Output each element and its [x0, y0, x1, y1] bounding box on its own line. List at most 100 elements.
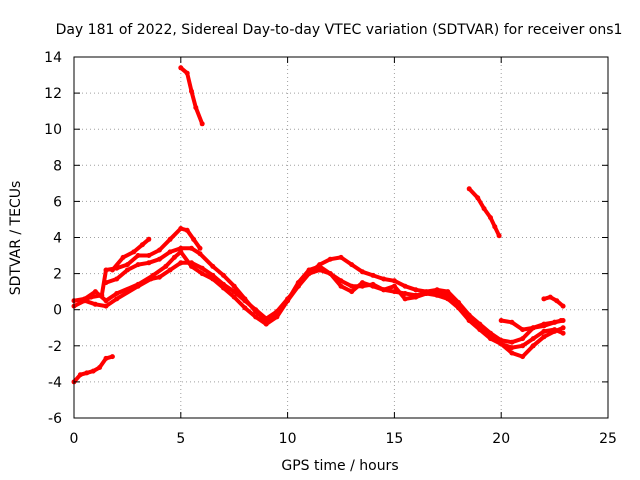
data-point: [178, 65, 184, 71]
series-track-9: [498, 318, 564, 333]
data-point: [481, 206, 487, 212]
data-point: [178, 226, 184, 231]
data-point: [167, 249, 173, 255]
data-point: [253, 314, 259, 320]
data-point: [193, 105, 199, 110]
data-point: [197, 245, 203, 251]
data-point: [381, 276, 387, 282]
data-point: [541, 328, 547, 334]
series-layer: [71, 65, 566, 385]
data-point: [547, 294, 553, 300]
y-tick-label: 12: [44, 86, 62, 102]
y-tick-label: -6: [48, 411, 62, 427]
data-point: [498, 318, 504, 323]
data-point: [498, 337, 504, 343]
data-point: [131, 249, 137, 255]
x-axis-label: GPS time / hours: [281, 458, 398, 474]
data-point: [167, 267, 173, 273]
data-point: [167, 236, 173, 242]
y-tick-label: 4: [53, 231, 62, 247]
data-point: [560, 325, 566, 331]
data-point: [285, 298, 291, 304]
y-tick-label: 2: [53, 267, 62, 283]
data-point: [520, 336, 526, 342]
data-point: [338, 254, 344, 260]
data-point: [488, 215, 493, 221]
data-point: [103, 298, 109, 304]
data-point: [221, 281, 226, 287]
data-point: [156, 247, 162, 253]
data-point: [210, 272, 216, 278]
data-point: [466, 312, 472, 318]
data-point: [178, 245, 184, 251]
data-point: [191, 236, 197, 242]
data-point: [338, 278, 344, 284]
data-point: [402, 283, 408, 289]
data-point: [552, 319, 558, 325]
data-point: [103, 267, 109, 273]
chart-title: Day 181 of 2022, Sidereal Day-to-day VTE…: [56, 22, 623, 38]
data-point: [558, 318, 564, 323]
x-tick-label: 25: [599, 431, 617, 447]
data-point: [263, 321, 269, 327]
data-point: [139, 242, 145, 248]
series-track-5: [109, 236, 152, 273]
series-track-6: [178, 65, 205, 127]
data-point: [541, 334, 547, 340]
data-point: [109, 267, 115, 273]
data-point: [84, 370, 90, 376]
data-point: [148, 276, 154, 282]
data-point: [124, 262, 130, 268]
data-point: [413, 287, 419, 293]
data-point: [359, 283, 365, 289]
data-point: [99, 292, 105, 298]
tick-layer: 0 5 10 15 20 25 -6 -4 -2 0 2 4 6 8 10 12 14: [44, 50, 617, 447]
data-point: [560, 303, 566, 309]
data-point: [520, 354, 526, 360]
data-point: [199, 265, 205, 271]
data-point: [466, 186, 472, 192]
data-point: [189, 260, 194, 266]
data-point: [509, 339, 515, 345]
x-tick-label: 5: [176, 431, 185, 447]
y-tick-label: 14: [44, 50, 62, 66]
grid-layer: [74, 57, 608, 418]
data-point: [114, 296, 120, 302]
data-point: [413, 294, 419, 300]
data-point: [184, 227, 190, 233]
data-point: [530, 336, 536, 342]
data-point: [381, 287, 387, 293]
data-point: [92, 301, 98, 307]
data-point: [135, 262, 141, 268]
data-point: [434, 287, 440, 293]
data-point: [359, 280, 365, 286]
x-tick-label: 0: [70, 431, 79, 447]
data-point: [509, 319, 515, 325]
x-tick-label: 15: [385, 431, 403, 447]
x-tick-label: 20: [492, 431, 510, 447]
data-point: [146, 253, 152, 258]
data-point: [317, 262, 323, 268]
data-point: [349, 289, 355, 295]
data-point: [475, 195, 481, 201]
data-point: [520, 327, 526, 333]
data-point: [554, 298, 560, 304]
data-point: [359, 269, 365, 275]
data-point: [242, 296, 248, 302]
y-tick-label: 6: [53, 194, 62, 210]
y-tick-label: -4: [48, 375, 62, 391]
data-point: [370, 281, 376, 287]
data-point: [189, 88, 194, 94]
data-point: [370, 272, 376, 278]
series-line: [104, 246, 566, 345]
data-point: [77, 298, 83, 304]
data-point: [560, 330, 566, 336]
data-point: [445, 289, 451, 295]
data-point: [520, 343, 526, 349]
series-track-8: [71, 354, 115, 385]
data-point: [496, 233, 502, 239]
data-point: [263, 318, 269, 323]
data-point: [391, 278, 397, 284]
data-point: [120, 254, 126, 260]
data-point: [466, 318, 472, 323]
